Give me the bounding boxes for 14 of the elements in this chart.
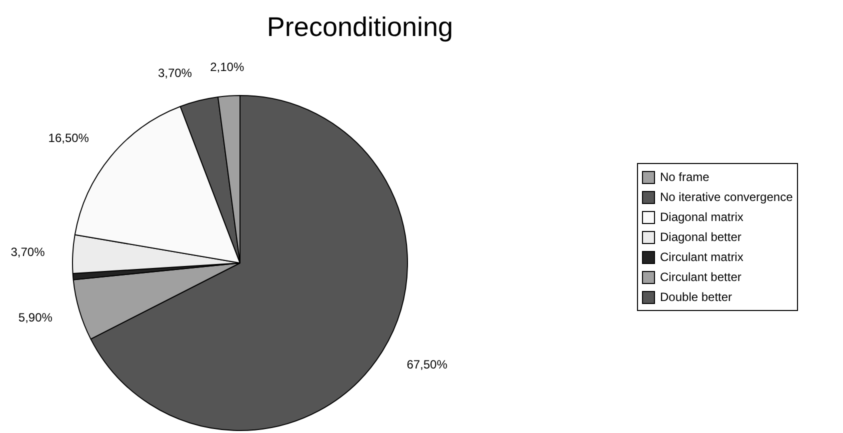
data-label: 16,50% — [48, 131, 90, 146]
legend-label: Double better — [659, 289, 734, 306]
data-label: 2,10% — [210, 60, 244, 74]
legend-label: Diagonal better — [659, 229, 742, 246]
legend-label: Circulant matrix — [659, 249, 744, 266]
legend-label: No iterative convergence — [659, 189, 793, 206]
data-label: 3,70% — [158, 66, 192, 80]
legend-label: Circulant better — [659, 269, 742, 286]
data-label: 67,50% — [406, 357, 448, 372]
data-label: 3,70% — [10, 244, 46, 259]
legend-label: No frame — [659, 169, 710, 186]
data-label: 5,90% — [18, 310, 53, 324]
legend-label: Diagonal matrix — [659, 209, 744, 226]
chart-title: Preconditioning — [266, 12, 454, 43]
